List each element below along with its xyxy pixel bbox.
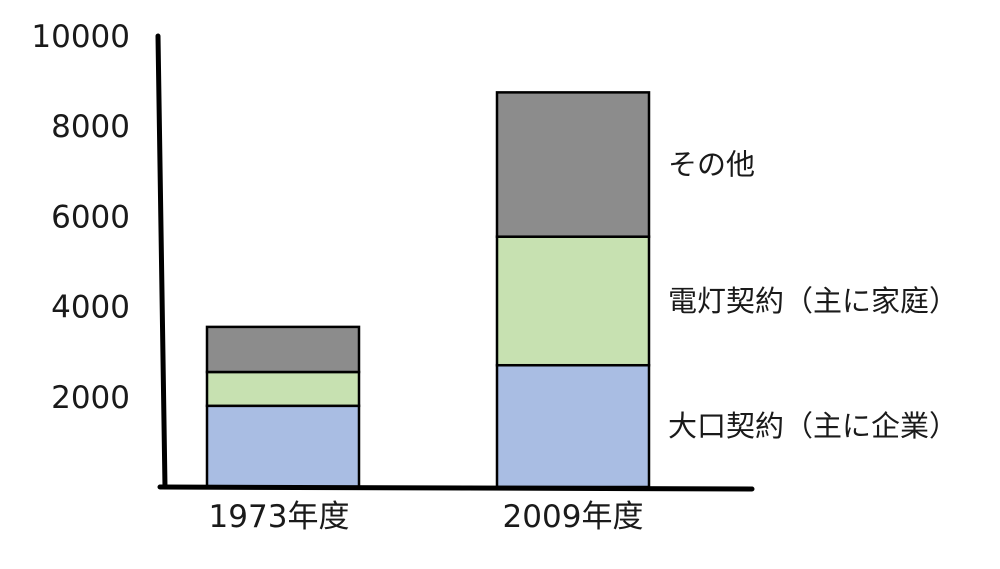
y-axis-line (155, 33, 168, 490)
bar-segment-1-1 (205, 404, 361, 489)
bar-segment-2-3 (495, 91, 651, 238)
axes-layer (155, 33, 755, 492)
series-labels: 大口契約（主に企業） 電灯契約（主に家庭） その他 (668, 148, 958, 444)
bar-segment-1-3 (205, 325, 361, 374)
y-tick-label: 2000 (51, 380, 130, 416)
x-axis-line (157, 484, 755, 492)
series-label: その他 (668, 148, 755, 182)
bar-segment-1-2 (205, 370, 361, 408)
y-tick-labels: 2000 4000 6000 8000 10000 (31, 19, 130, 416)
y-tick-label: 8000 (51, 109, 130, 145)
y-tick-label: 6000 (51, 199, 130, 235)
x-category-labels: 1973年度 2009年度 (209, 499, 644, 535)
bar-segment-2-2 (495, 235, 651, 367)
bar-segment-2-1 (495, 363, 651, 489)
series-label: 電灯契約（主に家庭） (668, 284, 958, 318)
series-label: 大口契約（主に企業） (668, 409, 958, 443)
y-tick-label: 10000 (31, 19, 130, 55)
y-tick-label: 4000 (51, 290, 130, 326)
x-category-label: 1973年度 (209, 499, 350, 535)
x-category-label: 2009年度 (503, 499, 644, 535)
bars-layer (205, 91, 651, 489)
